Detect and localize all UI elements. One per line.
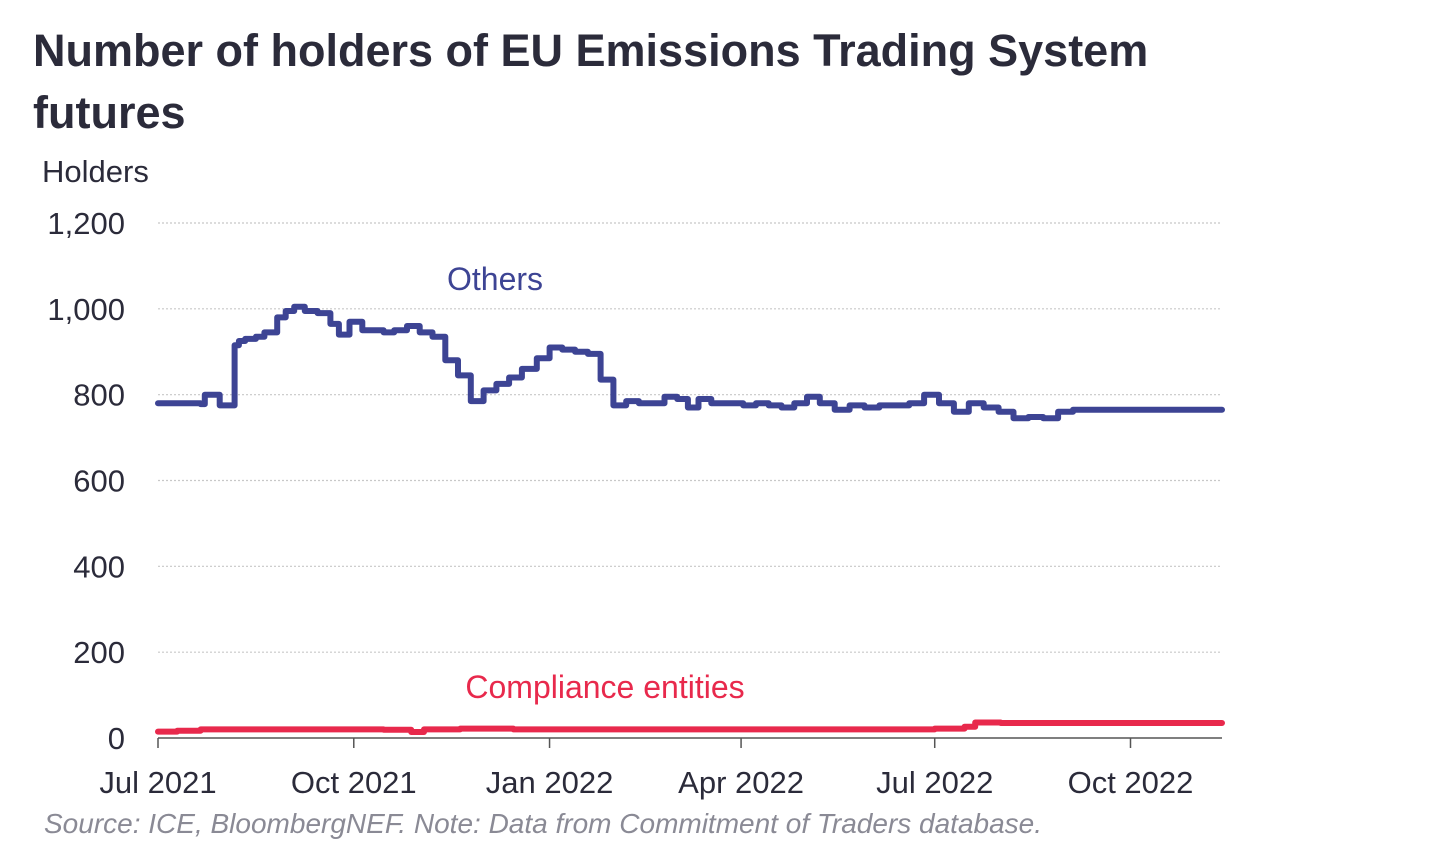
y-tick-labels: 0 200 400 600 800 1,000 1,200 (47, 206, 125, 756)
source-note: Source: ICE, BloombergNEF. Note: Data fr… (44, 808, 1043, 839)
y-tick-label: 200 (73, 635, 125, 670)
x-tick-label: Jul 2022 (876, 765, 993, 800)
series-lines (155, 303, 1225, 735)
y-tick-label: 400 (73, 549, 125, 584)
y-axis-label: Holders (42, 154, 149, 189)
x-tick-label: Jul 2021 (99, 765, 216, 800)
y-tick-label: 0 (108, 721, 125, 756)
y-tick-label: 1,000 (47, 292, 125, 327)
gridlines (158, 222, 1222, 653)
series-line-compliance-entities (155, 719, 1225, 735)
x-tick-label: Oct 2022 (1068, 765, 1194, 800)
x-tick-label: Jan 2022 (486, 765, 614, 800)
series-line-others (155, 303, 1225, 422)
x-axis: Jul 2021 Oct 2021 Jan 2022 Apr 2022 Jul 2022… (99, 737, 1222, 800)
y-tick-label: 800 (73, 378, 125, 413)
chart-title: Number of holders of EU Emissions Tradin… (33, 25, 1149, 138)
series-labels: Others Compliance entities (447, 261, 745, 705)
x-tick-label: Oct 2021 (291, 765, 417, 800)
y-tick-label: 600 (73, 464, 125, 499)
series-label-compliance-entities: Compliance entities (465, 669, 744, 705)
y-tick-label: 1,200 (47, 206, 125, 241)
series-label-others: Others (447, 261, 543, 297)
x-tick-label: Apr 2022 (678, 765, 804, 800)
